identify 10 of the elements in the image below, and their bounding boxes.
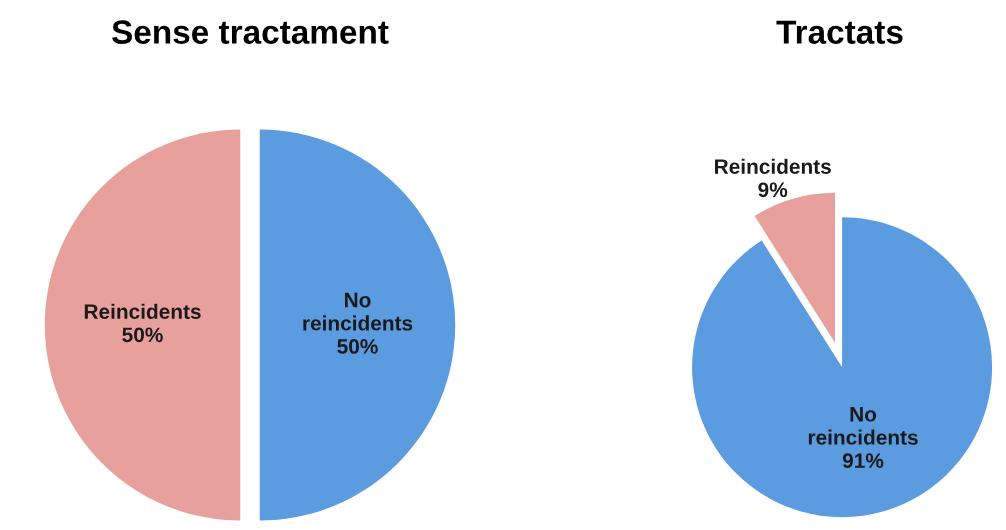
- slice-label: Reincidents: [715, 158, 831, 174]
- data-label: 50%: [337, 339, 378, 354]
- data-label: 9%: [758, 182, 788, 198]
- chart-title: Tractats: [776, 20, 903, 44]
- data-label: 50%: [122, 327, 163, 343]
- slice-label: Reincidents: [84, 303, 201, 319]
- slice-label: No reincidents: [808, 407, 918, 445]
- data-label: 91%: [842, 453, 884, 469]
- chart-title: Sense tractament: [112, 20, 389, 44]
- slice-label: No reincidents: [303, 292, 413, 331]
